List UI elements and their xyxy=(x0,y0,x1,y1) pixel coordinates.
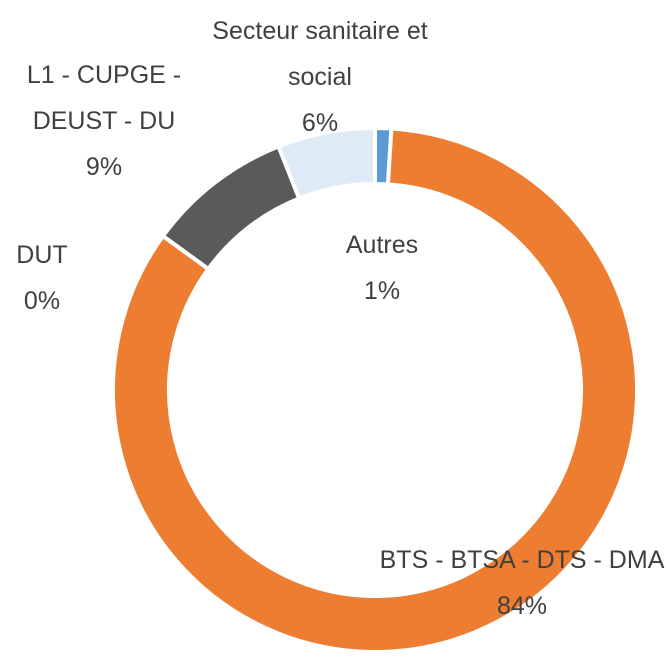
data-label: Secteur sanitaire et social 6% xyxy=(190,8,450,146)
value-label: 84% xyxy=(496,592,548,620)
category-label: L1 - CUPGE - DEUST - DU xyxy=(26,61,182,135)
donut-segment xyxy=(275,125,377,202)
value-label: 6% xyxy=(301,109,339,137)
category-label: DUT xyxy=(16,241,68,269)
category-label: Autres xyxy=(345,231,419,259)
data-label: DUT 0% xyxy=(0,232,92,324)
category-label: Secteur sanitaire et social xyxy=(212,17,428,91)
data-label: BTS - BTSA - DTS - DMA 84% xyxy=(377,537,666,629)
data-label: L1 - CUPGE - DEUST - DU 9% xyxy=(4,52,204,190)
value-label: 1% xyxy=(363,277,401,305)
value-label: 0% xyxy=(23,287,61,315)
value-label: 9% xyxy=(85,153,123,181)
data-label: Autres 1% xyxy=(302,222,462,314)
donut-segment xyxy=(111,126,639,654)
category-label: BTS - BTSA - DTS - DMA xyxy=(379,546,665,574)
